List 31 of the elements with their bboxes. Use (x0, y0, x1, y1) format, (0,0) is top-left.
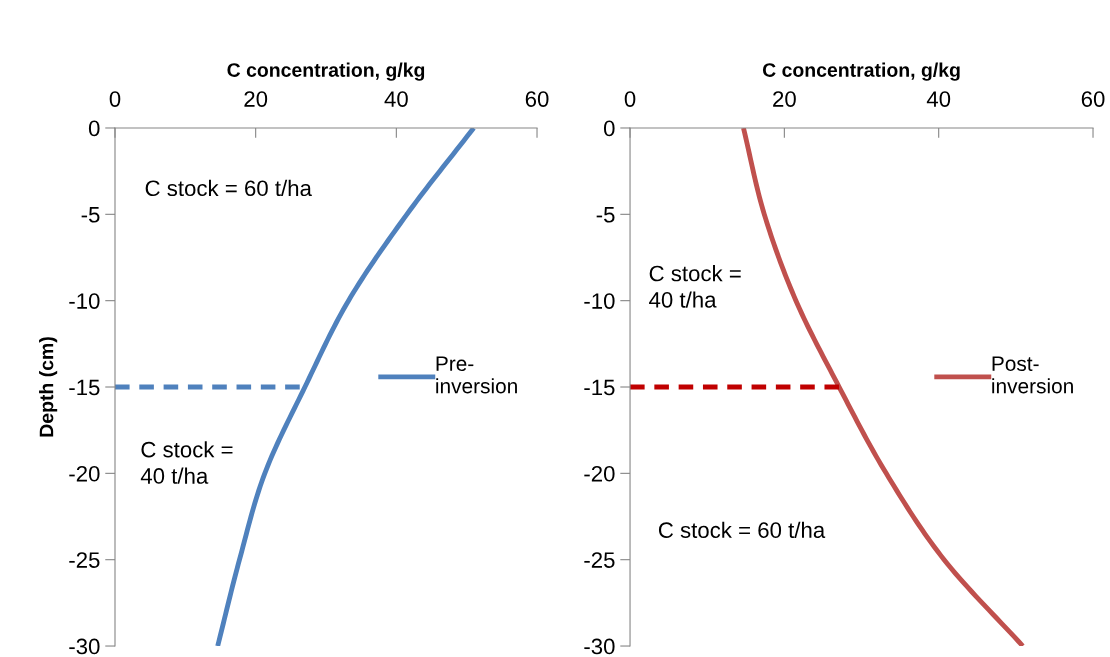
y-tick-label: -10 (584, 293, 615, 309)
x-axis-title: C concentration, g/kg (762, 62, 960, 81)
y-tick-label: -25 (584, 552, 615, 568)
x-tick-label: 20 (773, 91, 796, 107)
y-tick-label: -30 (584, 638, 615, 655)
y-tick-label: -10 (69, 293, 100, 309)
y-tick-label: 0 (88, 120, 100, 137)
y-tick-label: -15 (69, 379, 100, 396)
annotation: C stock = 40 t/ha (140, 441, 233, 484)
x-tick-label: 40 (384, 91, 408, 107)
y-tick-label: -15 (584, 379, 615, 396)
y-tick-label: -5 (596, 207, 615, 223)
y-tick-label: -20 (584, 465, 615, 482)
x-tick-label: 0 (624, 91, 636, 107)
y-axis-title: Depth (cm) (39, 337, 58, 437)
x-tick-label: 60 (1081, 91, 1105, 107)
y-tick-label: -25 (69, 552, 100, 568)
annotation: C stock = 60 t/ha (145, 179, 312, 197)
y-tick-label: -20 (69, 465, 100, 482)
y-tick-label: 0 (603, 120, 615, 137)
annotation: C stock = 60 t/ha (658, 521, 826, 539)
x-tick-label: 40 (926, 91, 951, 107)
x-axis-title: C concentration, g/kg (227, 62, 425, 81)
y-tick-label: -5 (81, 207, 100, 223)
x-tick-label: 0 (109, 91, 121, 107)
legend-label: Post- inversion (992, 356, 1073, 394)
x-tick-label: 60 (525, 91, 549, 107)
x-tick-label: 20 (244, 91, 268, 107)
annotation: C stock = 40 t/ha (649, 265, 741, 308)
legend-label: Pre- inversion (436, 356, 517, 394)
y-tick-label: -30 (69, 638, 100, 655)
